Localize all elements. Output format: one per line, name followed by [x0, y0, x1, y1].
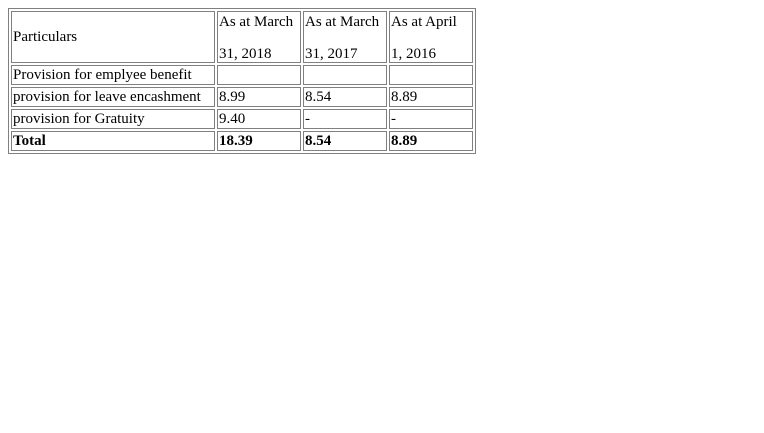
row-label: provision for Gratuity	[11, 109, 215, 129]
header-col-2018-line1: As at March	[219, 14, 294, 30]
table-row: provision for leave encashment 8.99 8.54…	[11, 87, 473, 107]
header-col-2016-line2: 1, 2016	[391, 46, 436, 62]
header-particulars: Particulars	[11, 11, 215, 63]
cell-2017: 8.54	[303, 87, 387, 107]
cell-2017	[303, 65, 387, 85]
cell-2018: 9.40	[217, 109, 301, 129]
row-label: Provision for emplyee benefit	[11, 65, 215, 85]
cell-2016: -	[389, 109, 473, 129]
cell-2018	[217, 65, 301, 85]
provisions-table: Particulars As at March 31, 2018 As at M…	[8, 8, 476, 154]
row-label: provision for leave encashment	[11, 87, 215, 107]
table-header-row: Particulars As at March 31, 2018 As at M…	[11, 11, 473, 63]
cell-2016: 8.89	[389, 87, 473, 107]
cell-2017: -	[303, 109, 387, 129]
header-col-2018: As at March 31, 2018	[217, 11, 301, 63]
table-row: provision for Gratuity 9.40 - -	[11, 109, 473, 129]
table-row: Provision for emplyee benefit	[11, 65, 473, 85]
header-col-2017-line2: 31, 2017	[305, 46, 358, 62]
header-col-2018-line2: 31, 2018	[219, 46, 272, 62]
cell-2018: 8.99	[217, 87, 301, 107]
total-2016: 8.89	[389, 131, 473, 151]
total-2017: 8.54	[303, 131, 387, 151]
header-col-2016-line1: As at April	[391, 14, 457, 30]
total-2018: 18.39	[217, 131, 301, 151]
total-label: Total	[11, 131, 215, 151]
cell-2016	[389, 65, 473, 85]
header-col-2017: As at March 31, 2017	[303, 11, 387, 63]
header-col-2017-line1: As at March	[305, 14, 380, 30]
header-col-2016: As at April 1, 2016	[389, 11, 473, 63]
table-total-row: Total 18.39 8.54 8.89	[11, 131, 473, 151]
